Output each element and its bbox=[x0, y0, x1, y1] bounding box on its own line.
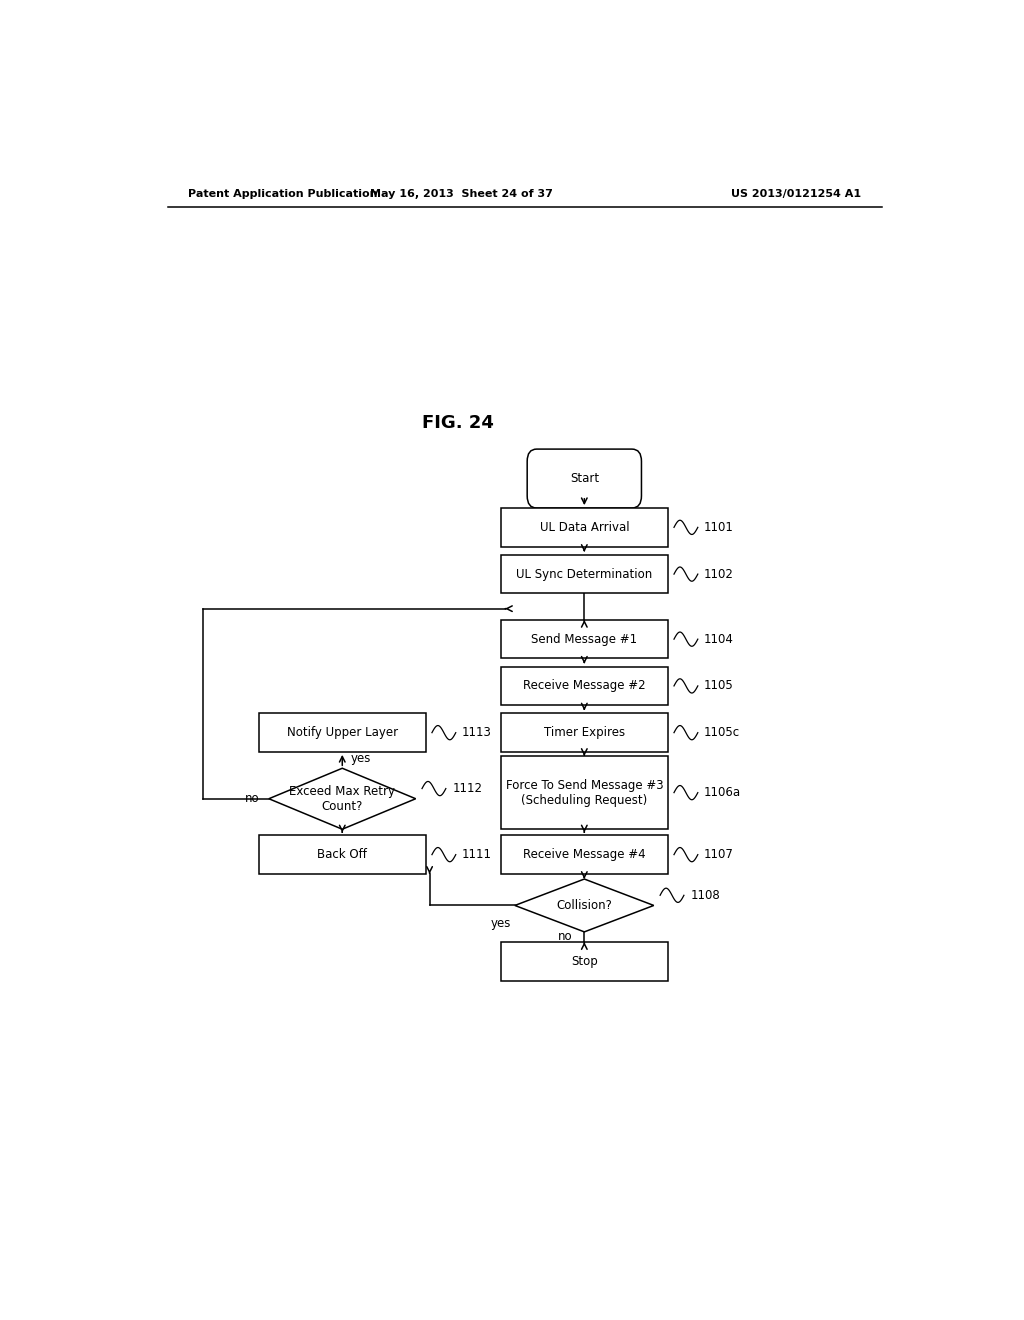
Text: UL Sync Determination: UL Sync Determination bbox=[516, 568, 652, 581]
Text: 1101: 1101 bbox=[705, 521, 734, 533]
Text: 1104: 1104 bbox=[705, 632, 734, 645]
Text: US 2013/0121254 A1: US 2013/0121254 A1 bbox=[731, 189, 861, 199]
Text: Patent Application Publication: Patent Application Publication bbox=[187, 189, 377, 199]
Text: no: no bbox=[558, 931, 572, 944]
Bar bbox=[501, 554, 668, 594]
Text: 1113: 1113 bbox=[462, 726, 492, 739]
Bar bbox=[501, 756, 668, 829]
Text: Back Off: Back Off bbox=[317, 849, 368, 861]
Text: Receive Message #4: Receive Message #4 bbox=[523, 849, 646, 861]
Text: 1111: 1111 bbox=[462, 849, 493, 861]
Polygon shape bbox=[269, 768, 416, 829]
Text: yes: yes bbox=[350, 751, 371, 764]
Polygon shape bbox=[515, 879, 653, 932]
Text: Start: Start bbox=[569, 473, 599, 484]
Text: 1107: 1107 bbox=[705, 849, 734, 861]
Bar bbox=[501, 713, 668, 752]
Bar bbox=[501, 620, 668, 659]
Text: no: no bbox=[245, 792, 259, 805]
Bar bbox=[501, 942, 668, 981]
Text: 1108: 1108 bbox=[690, 888, 720, 902]
Bar bbox=[259, 836, 426, 874]
Text: Receive Message #2: Receive Message #2 bbox=[523, 680, 646, 693]
Text: 1105c: 1105c bbox=[705, 726, 740, 739]
Text: FIG. 24: FIG. 24 bbox=[422, 413, 494, 432]
Text: 1106a: 1106a bbox=[705, 787, 741, 799]
Text: May 16, 2013  Sheet 24 of 37: May 16, 2013 Sheet 24 of 37 bbox=[370, 189, 553, 199]
Text: Stop: Stop bbox=[571, 954, 598, 968]
Text: Exceed Max Retry
Count?: Exceed Max Retry Count? bbox=[289, 784, 395, 813]
Text: 1112: 1112 bbox=[453, 781, 482, 795]
Text: Collision?: Collision? bbox=[556, 899, 612, 912]
FancyBboxPatch shape bbox=[527, 449, 641, 508]
Text: Notify Upper Layer: Notify Upper Layer bbox=[287, 726, 398, 739]
Bar bbox=[501, 836, 668, 874]
Text: Send Message #1: Send Message #1 bbox=[531, 632, 637, 645]
Bar bbox=[259, 713, 426, 752]
Bar bbox=[501, 508, 668, 546]
Text: Force To Send Message #3
(Scheduling Request): Force To Send Message #3 (Scheduling Req… bbox=[506, 779, 664, 807]
Text: yes: yes bbox=[490, 917, 511, 931]
Text: Timer Expires: Timer Expires bbox=[544, 726, 625, 739]
Text: 1102: 1102 bbox=[705, 568, 734, 581]
Text: 1105: 1105 bbox=[705, 680, 734, 693]
Text: UL Data Arrival: UL Data Arrival bbox=[540, 521, 629, 533]
Bar bbox=[501, 667, 668, 705]
